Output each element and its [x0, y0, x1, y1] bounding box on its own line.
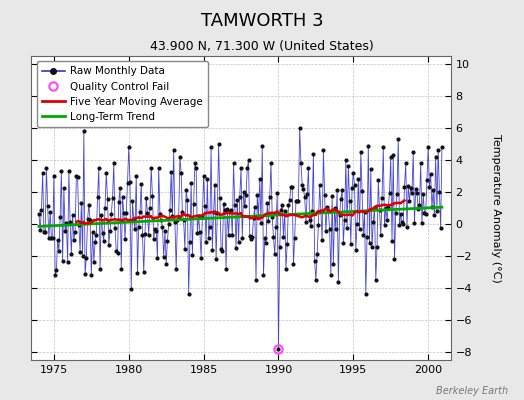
- Text: TAMWORTH 3: TAMWORTH 3: [201, 12, 323, 30]
- Text: Berkeley Earth: Berkeley Earth: [436, 386, 508, 396]
- Y-axis label: Temperature Anomaly (°C): Temperature Anomaly (°C): [492, 134, 501, 282]
- Legend: Raw Monthly Data, Quality Control Fail, Five Year Moving Average, Long-Term Tren: Raw Monthly Data, Quality Control Fail, …: [37, 61, 208, 127]
- Text: 43.900 N, 71.300 W (United States): 43.900 N, 71.300 W (United States): [150, 40, 374, 53]
